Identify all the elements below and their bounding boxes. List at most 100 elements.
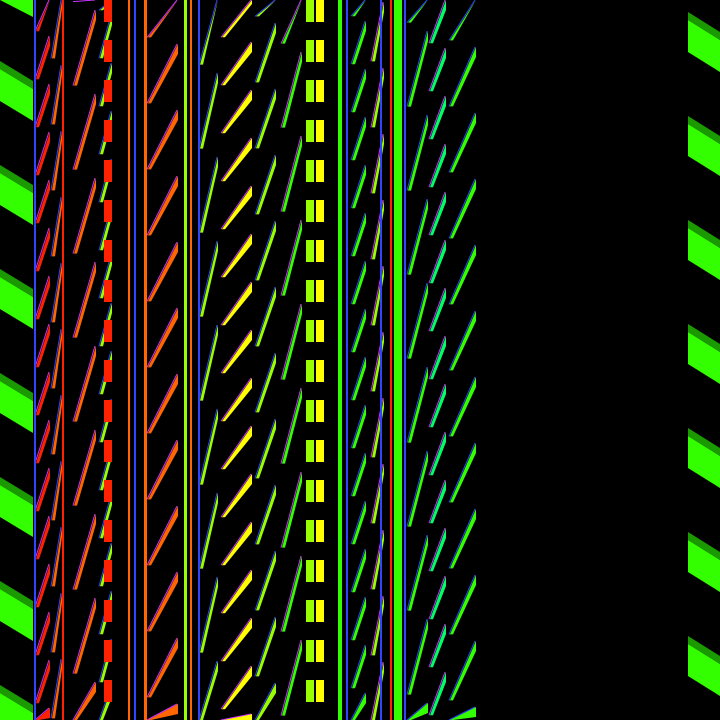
diagonal-streak: [74, 178, 96, 254]
dashed-block: [104, 440, 112, 462]
streak-edge: [198, 240, 218, 317]
diagonal-streak: [36, 612, 50, 656]
right-green-block: [688, 436, 720, 488]
diagonal-streak: [256, 551, 276, 611]
streak-edge: [198, 408, 218, 485]
streak-edge: [34, 179, 50, 224]
diagonal-streak: [256, 287, 276, 347]
streak-edge: [428, 383, 446, 428]
streak-edge: [254, 550, 276, 611]
streak-edge: [428, 47, 446, 92]
diagonal-streak: [408, 283, 428, 359]
diagonal-streak: [430, 336, 446, 380]
dashed-block: [316, 440, 324, 462]
diagonal-streak: [352, 261, 366, 305]
dashed-block: [316, 480, 324, 502]
left-green-block: [0, 69, 33, 121]
streak-edge: [220, 425, 252, 470]
streak-edge: [34, 35, 50, 80]
diagonal-streak: [430, 672, 446, 716]
diagonal-streak: [52, 0, 62, 59]
diagonal-streak: [352, 453, 366, 497]
streak-edge: [428, 335, 446, 380]
diagonal-streak: [148, 638, 178, 698]
right-green-block-shadow: [688, 636, 720, 664]
diagonal-streak: [256, 683, 276, 720]
right-green-block: [688, 540, 720, 592]
right-green-block-shadow: [688, 116, 720, 144]
vertical-line: [128, 0, 130, 720]
diagonal-streak: [148, 242, 178, 302]
streak-edge: [146, 307, 178, 368]
streak-edge: [448, 244, 476, 305]
diagonal-streak: [74, 514, 96, 590]
diagonal-streak: [352, 213, 366, 257]
dashed-block: [306, 160, 314, 182]
vertical-line: [144, 0, 147, 720]
streak-edge: [350, 404, 366, 449]
left-green-block: [0, 485, 33, 537]
streak-edge: [406, 702, 428, 720]
streak-edge: [50, 64, 62, 125]
vertical-line: [338, 0, 342, 720]
diagonal-streak: [200, 493, 218, 569]
streak-edge: [98, 494, 112, 539]
diagonal-streak: [450, 311, 476, 371]
streak-edge: [406, 114, 428, 191]
diagonal-streak: [36, 84, 50, 128]
diagonal-streak: [36, 708, 50, 720]
diagonal-streak: [372, 200, 384, 260]
diagonal-streak: [256, 485, 276, 545]
dashed-block: [306, 80, 314, 102]
streak-edge: [448, 376, 476, 437]
streak-edge: [350, 308, 366, 353]
diagonal-streak: [148, 440, 178, 500]
streak-edge: [50, 658, 62, 719]
diagonal-streak: [36, 132, 50, 176]
diagonal-streak: [74, 346, 96, 422]
streak-edge: [72, 93, 96, 170]
dashed-block: [316, 240, 324, 262]
streak-edge: [34, 659, 50, 704]
dashed-block: [104, 0, 112, 22]
streak-edge: [220, 41, 252, 86]
streak-edge: [146, 703, 178, 720]
diagonal-streak: [430, 144, 446, 188]
dashed-block: [316, 680, 324, 702]
streak-edge: [254, 154, 276, 215]
diagonal-streak: [450, 641, 476, 701]
diagonal-streak: [372, 266, 384, 326]
streak-edge: [428, 239, 446, 284]
diagonal-streak: [36, 372, 50, 416]
diagonal-streak: [430, 0, 446, 44]
diagonal-streak: [352, 165, 366, 209]
diagonal-streak: [450, 575, 476, 635]
streak-edge: [350, 260, 366, 305]
diagonal-streak: [222, 666, 252, 710]
streak-edge: [254, 352, 276, 413]
diagonal-streak: [52, 395, 62, 455]
streak-edge: [34, 419, 50, 464]
streak-edge: [34, 131, 50, 176]
streak-edge: [280, 219, 302, 296]
dashed-block: [104, 40, 112, 62]
streak-edge: [220, 137, 252, 182]
left-green-block-shadow: [0, 269, 33, 297]
diagonal-streak: [222, 618, 252, 662]
diagonal-streak: [52, 461, 62, 521]
diagonal-streak: [256, 23, 276, 83]
diagonal-streak: [408, 115, 428, 191]
vertical-line: [62, 0, 64, 720]
diagonal-streak: [200, 577, 218, 653]
streak-edge: [254, 616, 276, 677]
streak-edge: [72, 261, 96, 338]
diagonal-streak: [450, 0, 476, 41]
streak-edge: [220, 473, 252, 518]
diagonal-streak: [430, 48, 446, 92]
diagonal-streak: [408, 451, 428, 527]
diagonal-streak: [372, 530, 384, 590]
diagonal-streak: [222, 570, 252, 614]
diagonal-streak: [408, 31, 428, 107]
streak-edge: [50, 130, 62, 191]
dashed-block: [306, 280, 314, 302]
